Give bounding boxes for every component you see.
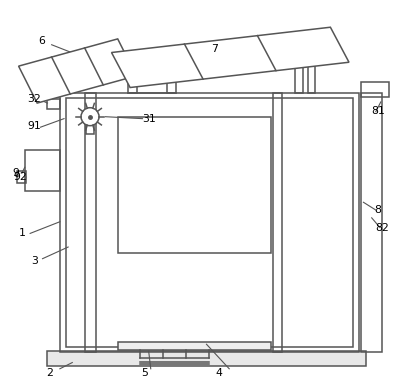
Text: 4: 4 [216,368,222,378]
Bar [85,93,96,352]
Text: 81: 81 [371,106,385,116]
Text: 3: 3 [32,256,38,266]
Bar [361,82,389,97]
Bar [47,351,366,366]
Text: 9: 9 [12,168,19,178]
Text: 31: 31 [142,114,156,124]
Bar [17,171,26,183]
Bar [128,58,137,93]
Text: 91: 91 [27,121,41,131]
Bar [295,58,303,93]
Bar [361,93,382,352]
Bar [66,98,353,347]
Text: 92: 92 [14,172,28,182]
Bar [86,123,94,134]
Bar [273,93,282,352]
Bar [308,54,315,93]
Text: 5: 5 [141,368,148,378]
Bar [60,93,359,352]
Bar [47,99,60,109]
Bar [118,342,271,350]
Text: 2: 2 [46,368,53,378]
Polygon shape [112,27,349,88]
Bar [167,58,176,93]
Bar [118,117,271,253]
Bar [25,150,60,191]
Text: 82: 82 [375,223,389,233]
Circle shape [81,108,99,126]
Text: 1: 1 [19,228,26,238]
Text: 32: 32 [27,94,41,104]
Text: 7: 7 [211,44,218,54]
Text: 8: 8 [375,205,381,215]
Polygon shape [19,39,136,103]
Text: 6: 6 [38,36,45,46]
